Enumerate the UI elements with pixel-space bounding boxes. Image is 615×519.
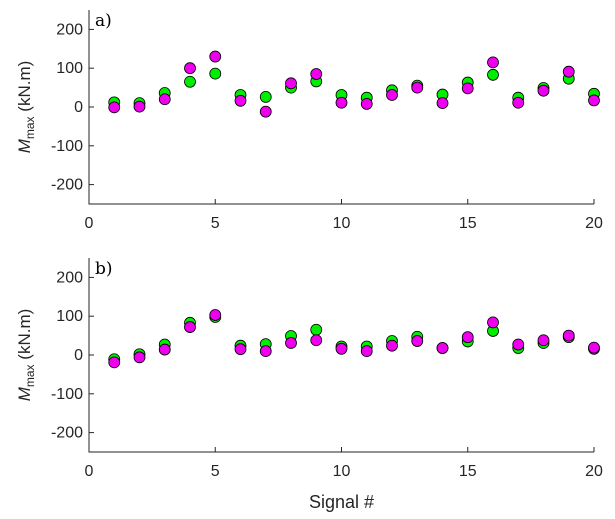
data-point-magenta xyxy=(512,96,525,109)
y-tick-label: -100 xyxy=(51,386,83,403)
data-point-magenta xyxy=(386,89,398,101)
data-point-magenta xyxy=(461,82,474,95)
data-point-green xyxy=(209,67,222,80)
data-point-magenta xyxy=(285,77,297,90)
chart-panel-b: 200 100 0 -100 -200 0 5 10 15 20 b) Mmax (kN.m) Sign… xyxy=(15,258,603,512)
data-point-magenta xyxy=(360,97,373,110)
panel-label: a) xyxy=(95,11,112,31)
data-point-magenta xyxy=(259,345,272,358)
data-point-magenta xyxy=(436,97,449,110)
data-point-magenta xyxy=(588,94,600,107)
data-point-magenta xyxy=(184,321,196,333)
data-point-magenta xyxy=(310,68,323,80)
data-point-magenta xyxy=(158,343,171,356)
x-tick-label: 15 xyxy=(459,463,477,480)
x-tick-label: 5 xyxy=(211,463,220,480)
x-tick-label: 0 xyxy=(85,463,94,480)
data-point-magenta xyxy=(411,335,424,347)
x-tick-label: 10 xyxy=(333,215,351,232)
y-tick-label: -100 xyxy=(51,138,83,155)
data-point-magenta xyxy=(158,93,171,106)
data-point-magenta xyxy=(411,81,424,94)
data-point-magenta xyxy=(461,331,474,344)
data-point-magenta xyxy=(234,94,247,107)
data-point-magenta xyxy=(108,356,121,369)
data-point-magenta xyxy=(360,345,373,358)
x-tick-label: 10 xyxy=(333,463,351,480)
y-axis-label: Mmax (kN.m) xyxy=(15,61,37,154)
data-point-magenta xyxy=(259,105,272,118)
data-point-magenta xyxy=(386,339,398,352)
x-axis-label: Signal # xyxy=(309,492,374,512)
data-point-green xyxy=(487,68,499,81)
data-point-green xyxy=(184,75,196,88)
data-point-magenta xyxy=(209,309,222,321)
x-tick-label: 0 xyxy=(85,215,94,232)
data-point-magenta xyxy=(108,101,121,114)
data-point-magenta xyxy=(133,351,146,364)
data-point-magenta xyxy=(537,84,550,97)
data-point-green xyxy=(310,323,323,336)
data-point-magenta xyxy=(209,50,222,63)
data-point-magenta xyxy=(436,342,449,354)
data-point-magenta xyxy=(335,96,348,109)
data-point-magenta xyxy=(184,62,196,75)
data-point-magenta xyxy=(562,65,575,78)
data-point-magenta xyxy=(512,338,525,351)
x-tick-label: 20 xyxy=(585,215,603,232)
data-point-green xyxy=(259,91,272,103)
y-tick-label: -200 xyxy=(51,177,83,194)
data-point-magenta xyxy=(487,316,499,329)
y-tick-label: -200 xyxy=(51,425,83,442)
panel-label: b) xyxy=(95,259,113,279)
y-tick-label: 100 xyxy=(56,60,83,77)
x-tick-label: 20 xyxy=(585,463,603,480)
y-axis-label: Mmax (kN.m) xyxy=(15,309,37,402)
data-point-magenta xyxy=(285,337,297,349)
data-point-magenta xyxy=(133,100,146,113)
data-point-magenta xyxy=(487,56,499,69)
x-tick-label: 15 xyxy=(459,215,477,232)
y-tick-label: 0 xyxy=(74,347,83,364)
y-tick-label: 200 xyxy=(56,21,83,38)
y-tick-label: 0 xyxy=(74,99,83,116)
data-point-magenta xyxy=(588,341,600,354)
data-point-magenta xyxy=(335,342,348,355)
data-point-magenta xyxy=(537,334,550,347)
data-point-magenta xyxy=(310,334,323,347)
x-tick-label: 5 xyxy=(211,215,220,232)
y-tick-label: 200 xyxy=(56,269,83,286)
data-point-magenta xyxy=(234,343,247,356)
chart-panel-a: 200 100 0 -100 -200 0 5 10 15 20 a) Mmax (kN.m) xyxy=(15,10,603,232)
y-tick-label: 100 xyxy=(56,308,83,325)
data-point-magenta xyxy=(562,329,575,342)
